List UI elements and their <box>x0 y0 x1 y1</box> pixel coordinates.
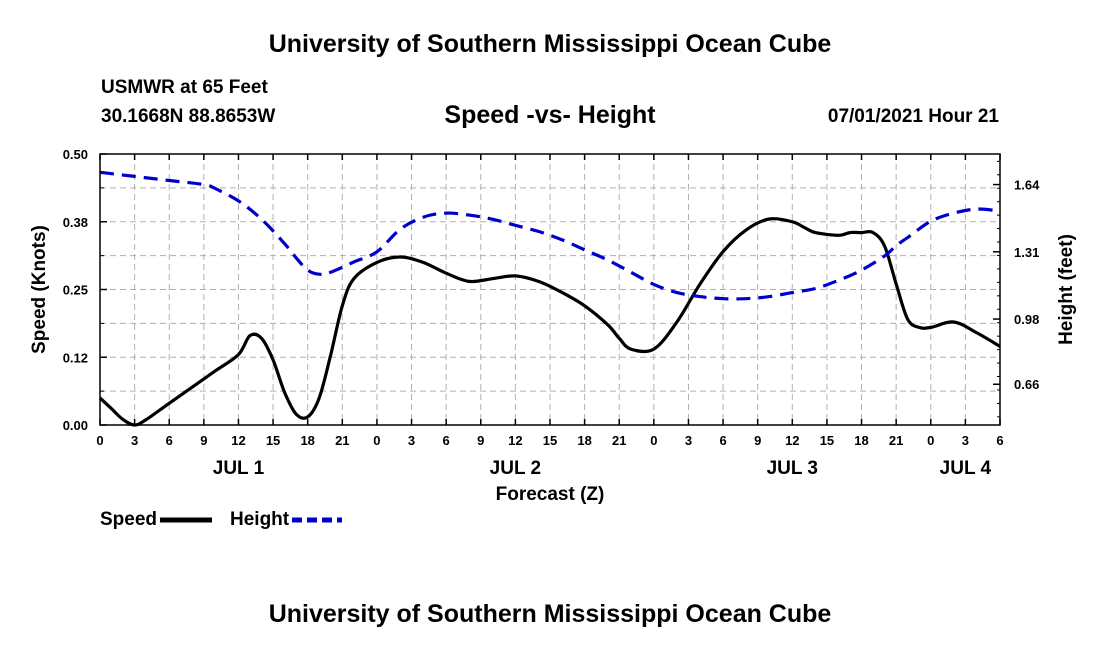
grid-lines <box>100 154 1000 425</box>
x-tick-label: 3 <box>962 433 969 448</box>
y-left-tick-label: 0.38 <box>63 215 88 230</box>
x-tick-label: 21 <box>335 433 349 448</box>
series-layer <box>98 170 1001 427</box>
y-right-tick-label: 0.66 <box>1014 377 1039 392</box>
y-right-tick-label: 1.64 <box>1014 178 1040 193</box>
x-tick-label: 6 <box>996 433 1003 448</box>
x-tick-label: 15 <box>266 433 280 448</box>
day-label: JUL 3 <box>767 458 818 479</box>
x-tick-label: 3 <box>131 433 138 448</box>
legend: Speed Height <box>100 509 342 530</box>
legend-label-speed: Speed <box>100 509 157 530</box>
chart-subtitle: Speed -vs- Height <box>444 101 656 129</box>
axes-layer: 0 3 6 9 12 15 18 21 0 3 6 9 12 15 18 21 0 3 6 9 12 15 18 21 0 3 6J… <box>29 147 1077 505</box>
x-tick-label: 12 <box>508 433 522 448</box>
x-tick-label: 6 <box>166 433 173 448</box>
y-left-tick-label: 0.25 <box>63 283 88 298</box>
station-label: USMWR at 65 Feet <box>101 77 268 98</box>
x-tick-label: 0 <box>96 433 103 448</box>
day-label: JUL 1 <box>213 458 265 479</box>
x-axis-title: Forecast (Z) <box>496 484 605 505</box>
x-tick-label: 9 <box>477 433 484 448</box>
day-label: JUL 2 <box>490 458 541 479</box>
legend-label-height: Height <box>230 509 290 530</box>
y-left-axis-title: Speed (Knots) <box>29 225 50 354</box>
x-tick-label: 6 <box>719 433 726 448</box>
x-tick-label: 15 <box>543 433 557 448</box>
y-right-tick-label: 0.98 <box>1014 312 1039 327</box>
x-tick-label: 6 <box>443 433 450 448</box>
x-tick-label: 21 <box>612 433 626 448</box>
x-tick-label: 9 <box>754 433 761 448</box>
y-right-axis-title: Height (feet) <box>1056 234 1077 345</box>
day-label: JUL 4 <box>940 458 992 479</box>
chart-title-top: University of Southern Mississippi Ocean… <box>268 30 832 58</box>
x-tick-label: 18 <box>854 433 868 448</box>
forecast-datetime: 07/01/2021 Hour 21 <box>827 106 999 127</box>
chart-title-bottom: University of Southern Mississippi Ocean… <box>268 600 832 628</box>
y-left-tick-label: 0.12 <box>63 350 88 365</box>
x-tick-label: 12 <box>785 433 799 448</box>
x-tick-label: 21 <box>889 433 903 448</box>
x-tick-label: 15 <box>820 433 834 448</box>
x-tick-label: 9 <box>200 433 207 448</box>
x-tick-label: 18 <box>577 433 591 448</box>
x-tick-label: 0 <box>650 433 657 448</box>
x-tick-label: 0 <box>373 433 380 448</box>
coordinates-label: 30.1668N 88.8653W <box>101 106 276 127</box>
height-series-line <box>99 170 1001 301</box>
x-tick-label: 3 <box>685 433 692 448</box>
x-tick-label: 18 <box>300 433 314 448</box>
speed-series-line <box>98 217 1001 427</box>
x-tick-label: 3 <box>408 433 415 448</box>
y-left-tick-label: 0.00 <box>63 418 88 433</box>
y-right-tick-label: 1.31 <box>1014 245 1039 260</box>
y-left-tick-label: 0.50 <box>63 147 88 162</box>
x-tick-label: 0 <box>927 433 934 448</box>
x-tick-label: 12 <box>231 433 245 448</box>
